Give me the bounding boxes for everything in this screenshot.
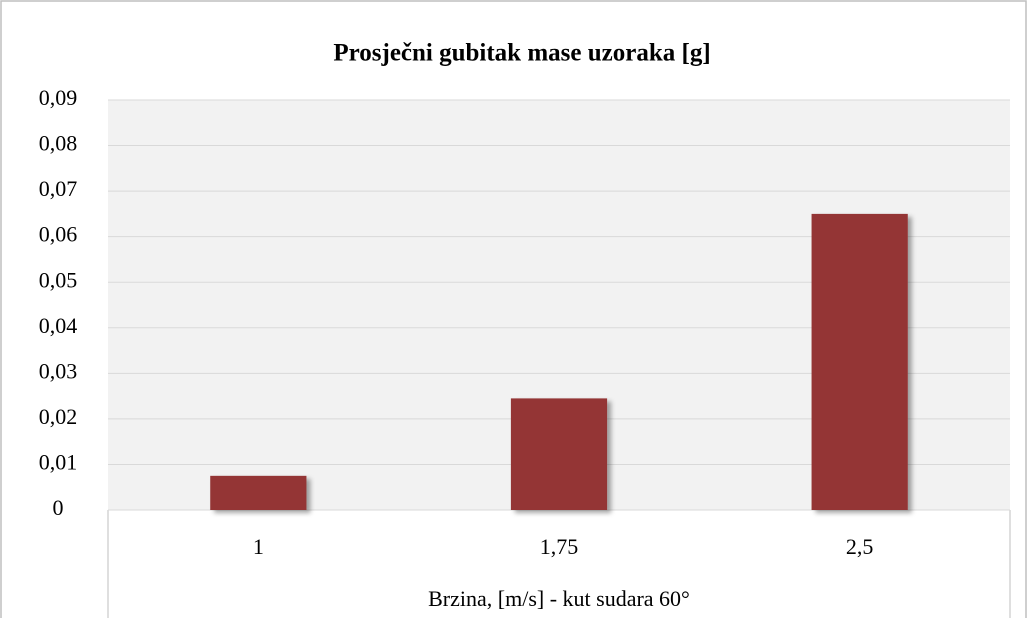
y-tick-label: 0,06 [39, 222, 78, 247]
y-tick-label: 0 [53, 495, 64, 520]
y-tick-label: 0,01 [39, 449, 78, 474]
chart-title: Prosječni gubitak mase uzoraka [g] [333, 40, 710, 67]
y-tick-label: 0,09 [39, 85, 78, 110]
bar [510, 398, 608, 510]
y-tick-label: 0,03 [39, 358, 78, 383]
x-axis-title: Brzina, [m/s] - kut sudara 60° [428, 586, 690, 611]
y-tick-label: 0,02 [39, 404, 78, 429]
bar [210, 475, 307, 510]
y-tick-label: 0,05 [39, 267, 78, 292]
x-tick-label: 1,75 [540, 534, 579, 559]
bar [811, 213, 908, 510]
y-tick-label: 0,07 [39, 176, 78, 201]
x-tick-label: 1 [253, 534, 264, 559]
y-tick-label: 0,08 [39, 131, 78, 156]
x-tick-label: 2,5 [846, 534, 874, 559]
y-tick-label: 0,04 [39, 313, 78, 338]
